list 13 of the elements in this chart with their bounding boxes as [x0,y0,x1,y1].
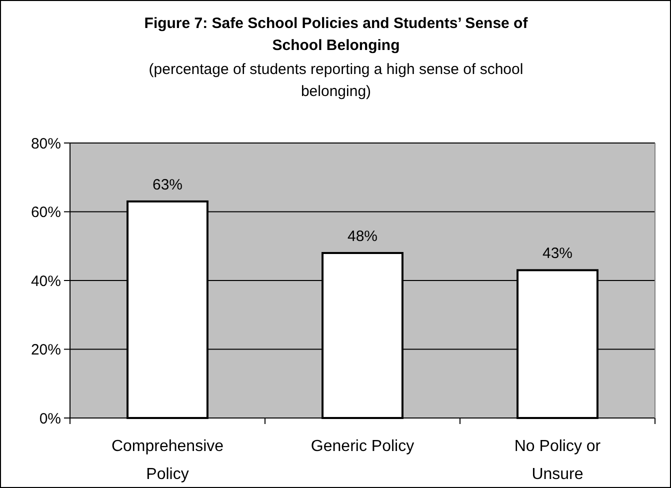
x-tick-label: Comprehensive Policy [111,438,224,483]
y-tick-label: 60% [30,204,61,221]
chart-title: Figure 7: Safe School Policies and Students’ Sense of School Belonging [144,15,529,54]
x-tick-label: Generic Policy [310,438,414,455]
data-label: 43% [542,245,573,262]
x-tick-label: No Policy or Unsure [514,438,602,483]
data-label: 48% [347,228,378,245]
y-tick-label: 40% [30,272,61,290]
chart-subtitle: (percentage of students reporting a high sense of school belonging) [148,61,524,100]
y-tick-label: 20% [30,342,61,358]
y-tick-label: 80% [30,135,61,152]
data-label: 63% [152,176,183,194]
y-tick-label: 0% [39,410,61,428]
